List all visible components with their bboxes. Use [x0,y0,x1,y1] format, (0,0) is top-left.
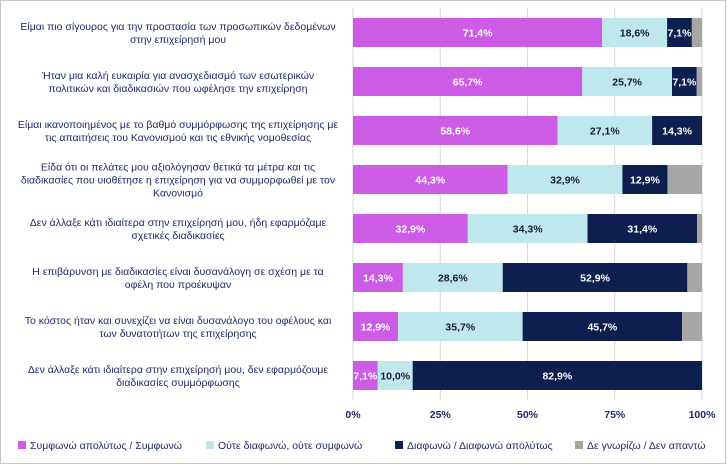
data-label: 27,1% [590,126,620,138]
data-label: 52,9% [580,273,610,285]
bar-segment [502,263,688,292]
data-label: 34,3% [513,224,543,236]
bars: 71,4% 18,6% 7,1% 65,7% 25,7% 7,1% 58,6% 27,1% 14… [353,18,702,390]
bar-segment [691,18,702,47]
data-label: 31,4% [627,224,657,236]
bar-segment [353,116,558,145]
data-label: 32,9% [396,224,426,236]
bar-segment [353,165,508,194]
data-label: 35,7% [445,322,475,334]
category-label: Δεν άλλαξε κάτι ιδιαίτερα στην επιχείρησ… [28,364,329,389]
bar-segment [652,116,702,145]
bar-segment [507,165,623,194]
bar-segment [667,18,692,47]
legend-swatch [575,441,583,449]
x-tick-label: 100% [689,409,717,421]
legend-label: Διαφωνώ / Διαφωνώ απολύτως [407,440,553,452]
legend: Συμφωνώ απολύτως / Συμφωνώ Ούτε διαφωνώ, … [18,440,705,452]
data-label: 18,6% [620,28,650,40]
data-label: 7,1% [672,77,697,89]
legend-label: Ούτε διαφωνώ, ούτε συμφωνώ [218,440,362,452]
category-label: Είμαι ικανοποιημένος με το βαθμό συμμόρφ… [18,119,339,144]
data-label: 25,7% [612,77,642,89]
data-label: 65,7% [453,77,483,89]
bar-segment [353,214,468,243]
data-label: 12,9% [361,322,391,334]
bar-segment [398,312,523,341]
bar-segment [467,214,588,243]
bar-segment [682,312,702,341]
data-label: 14,3% [363,273,393,285]
data-label: 71,4% [463,28,493,40]
bar-segment [353,361,378,390]
bar-segment [697,214,702,243]
bar-segment [582,67,672,96]
data-label: 7,1% [668,28,693,40]
bar-segment [671,67,697,96]
bar-segment [587,214,698,243]
bar-segment [412,361,702,390]
bar-segment [353,67,583,96]
category-label: Το κόστος ήταν και συνεχίζει να είναι δυ… [25,315,332,340]
bar-segment [667,165,702,194]
bar-segment [602,18,668,47]
category-label: Είμαι πιο σίγουρος για την προστασία των… [20,21,335,46]
x-tick-label: 0% [345,409,361,421]
legend-swatch [206,441,214,449]
x-tick-label: 75% [604,409,626,421]
legend-swatch [395,441,403,449]
category-labels: Είμαι πιο σίγουρος για την προστασία των… [18,21,339,389]
x-axis-ticks: 0% 25% 50% 75% 100% [345,409,716,421]
bar-segment [353,18,603,47]
bar-segment [353,263,403,292]
data-label: 7,1% [353,371,378,383]
category-label: Δεν άλλαξε κάτι ιδιαίτερα στην επιχείρησ… [30,217,327,242]
category-label: Είδα ότι οι πελάτες μου αξιολόγησαν θετι… [21,162,335,200]
legend-label: Δε γνωρίζω / Δεν απαντώ [587,440,705,452]
data-label: 32,9% [550,175,580,187]
data-label: 10,0% [380,371,410,383]
data-label: 12,9% [630,175,660,187]
data-label: 44,3% [415,175,445,187]
bar-segment [622,165,668,194]
data-label: 58,6% [440,126,470,138]
bar-segment [557,116,653,145]
bar-segment [696,67,702,96]
data-label: 45,7% [587,322,617,334]
data-label: 28,6% [438,273,468,285]
bar-segment [687,263,702,292]
legend-swatch [18,441,26,449]
bar-segment [353,312,399,341]
x-tick-label: 25% [430,409,452,421]
category-label: Η επιβάρυνση με διαδικασίες είναι δυσανά… [32,266,324,291]
x-tick-label: 50% [517,409,539,421]
category-label: Ήταν μια καλή ευκαιρία για ανασχεδιασμό … [41,70,314,95]
bar-segment [402,263,503,292]
bar-segment [377,361,413,390]
data-label: 82,9% [542,371,572,383]
gridlines [352,8,703,400]
data-label: 14,3% [662,126,692,138]
legend-label: Συμφωνώ απολύτως / Συμφωνώ [30,440,182,452]
bar-segment [522,312,683,341]
